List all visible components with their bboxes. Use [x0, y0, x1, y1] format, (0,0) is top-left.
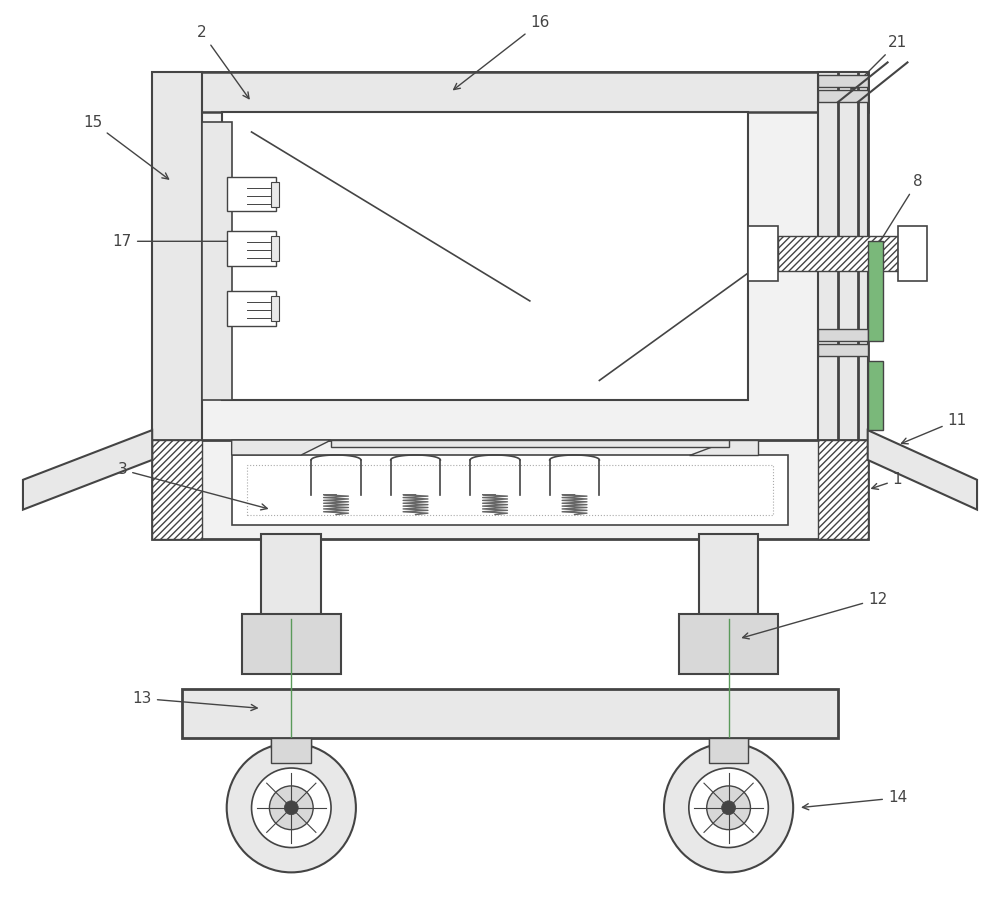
Bar: [227, 231, 276, 266]
Circle shape: [707, 786, 750, 830]
Text: 14: 14: [802, 790, 907, 810]
Circle shape: [269, 786, 313, 830]
Text: 12: 12: [743, 591, 887, 639]
Bar: [152, 72, 868, 112]
Circle shape: [689, 768, 768, 848]
Bar: [818, 440, 868, 539]
Bar: [182, 688, 838, 738]
Polygon shape: [868, 430, 977, 509]
Bar: [709, 738, 748, 763]
Circle shape: [227, 743, 356, 872]
Text: 16: 16: [454, 15, 549, 90]
Circle shape: [284, 801, 298, 814]
Bar: [818, 76, 868, 87]
Polygon shape: [232, 440, 331, 455]
Bar: [247, 465, 773, 515]
Text: 11: 11: [902, 413, 967, 444]
Text: 1: 1: [872, 472, 902, 490]
Bar: [818, 328, 868, 341]
Bar: [271, 296, 279, 320]
Circle shape: [722, 801, 736, 814]
Bar: [778, 237, 898, 271]
Text: 15: 15: [83, 114, 169, 179]
Bar: [271, 182, 279, 206]
Text: 13: 13: [133, 691, 257, 711]
Text: 21: 21: [851, 35, 907, 89]
Bar: [818, 90, 868, 103]
Bar: [152, 72, 868, 450]
Bar: [868, 241, 883, 341]
Bar: [242, 614, 341, 673]
Text: 8: 8: [870, 175, 922, 257]
Bar: [818, 72, 868, 450]
Bar: [227, 291, 276, 326]
Bar: [818, 344, 868, 356]
Bar: [152, 440, 868, 539]
Polygon shape: [23, 430, 152, 509]
Bar: [331, 440, 729, 447]
Circle shape: [252, 768, 331, 848]
Bar: [868, 361, 883, 430]
Bar: [898, 227, 927, 281]
Bar: [232, 455, 788, 525]
Text: 2: 2: [197, 25, 249, 99]
Bar: [152, 440, 202, 539]
Bar: [152, 72, 202, 450]
Bar: [222, 112, 748, 400]
Bar: [271, 738, 311, 763]
Bar: [227, 176, 276, 212]
Bar: [679, 614, 778, 673]
Bar: [261, 535, 321, 619]
Bar: [202, 122, 232, 400]
Bar: [271, 237, 279, 261]
Circle shape: [664, 743, 793, 872]
Text: 17: 17: [113, 234, 237, 248]
Bar: [699, 535, 758, 619]
Bar: [748, 227, 778, 281]
Text: 3: 3: [117, 463, 267, 510]
Polygon shape: [689, 440, 758, 455]
